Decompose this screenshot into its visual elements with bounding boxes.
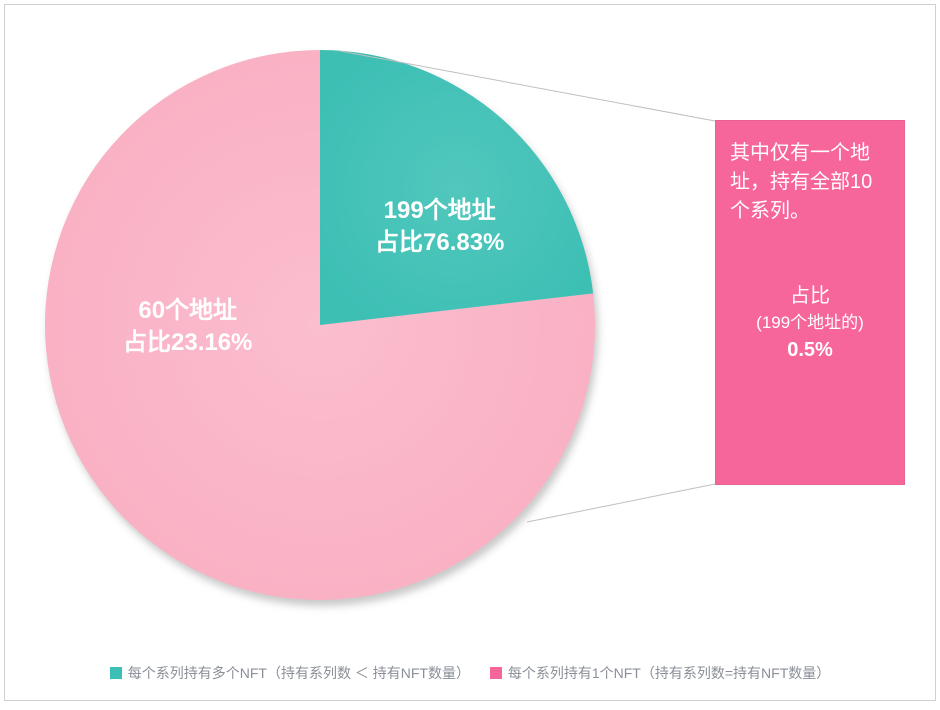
- pie-label-majority-line1: 199个地址: [375, 195, 504, 227]
- pie-label-minority-line2: 占比23.16%: [123, 327, 252, 359]
- callout-p1-l2: 址，持有全部10: [730, 168, 890, 197]
- legend-item-0: 每个系列持有多个NFT（持有系列数 ＜ 持有NFT数量）: [110, 663, 470, 683]
- callout-p1-l3: 个系列。: [730, 197, 890, 226]
- legend-label-0: 每个系列持有多个NFT（持有系列数 ＜ 持有NFT数量）: [128, 663, 470, 683]
- legend: 每个系列持有多个NFT（持有系列数 ＜ 持有NFT数量） 每个系列持有1个NFT…: [5, 663, 935, 683]
- callout-p2-l2: (199个地址的): [730, 311, 890, 336]
- callout-box: 其中仅有一个地 址，持有全部10 个系列。 占比 (199个地址的) 0.5%: [715, 120, 905, 485]
- pie-label-majority-line2: 占比76.83%: [375, 227, 504, 259]
- pie-label-minority-line1: 60个地址: [123, 295, 252, 327]
- callout-p1-l1: 其中仅有一个地: [730, 139, 890, 168]
- legend-swatch-1: [490, 667, 502, 679]
- pie-label-majority: 199个地址 占比76.83%: [375, 195, 504, 260]
- pie-slice-minority: [320, 50, 593, 325]
- callout-p2-l1: 占比: [730, 282, 890, 311]
- pie-chart: [5, 5, 705, 645]
- legend-label-1: 每个系列持有1个NFT（持有系列数=持有NFT数量）: [508, 663, 830, 683]
- callout-p2-l3: 0.5%: [730, 336, 890, 365]
- pie-label-minority: 60个地址 占比23.16%: [123, 295, 252, 360]
- legend-item-1: 每个系列持有1个NFT（持有系列数=持有NFT数量）: [490, 663, 830, 683]
- legend-swatch-0: [110, 667, 122, 679]
